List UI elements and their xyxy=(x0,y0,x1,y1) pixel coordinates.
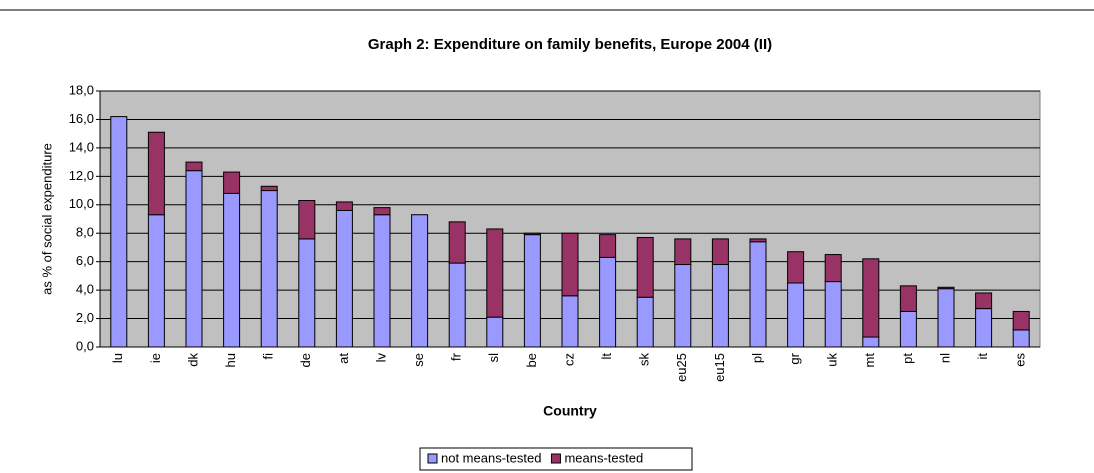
legend-swatch xyxy=(427,453,438,464)
bar-segment xyxy=(899,285,917,312)
x-tick-label: uk xyxy=(825,353,840,367)
bar-segment xyxy=(260,185,278,192)
bar-segment xyxy=(561,295,579,348)
x-tick-label: ie xyxy=(148,353,163,363)
bar-segment xyxy=(185,170,203,348)
x-tick-label: hu xyxy=(223,353,238,367)
bar-segment xyxy=(411,214,429,348)
x-tick-label: fi xyxy=(261,353,276,360)
chart-title: Graph 2: Expenditure on family benefits,… xyxy=(368,36,772,53)
bar-segment xyxy=(674,238,692,266)
bar-segment xyxy=(223,192,241,348)
bar-segment xyxy=(185,161,203,172)
y-axis-label: as % of social expenditure xyxy=(39,143,54,295)
y-tick-label: 18,0 xyxy=(69,82,94,97)
x-tick-label: es xyxy=(1013,353,1028,367)
y-tick-label: 14,0 xyxy=(69,139,94,154)
bar-segment xyxy=(335,201,353,211)
legend-label: not means-tested xyxy=(441,450,541,465)
bar-segment xyxy=(862,258,880,338)
x-tick-label: it xyxy=(975,353,990,360)
bar-segment xyxy=(937,288,955,348)
x-tick-label: fr xyxy=(449,352,464,361)
bar-segment xyxy=(749,241,767,348)
x-tick-label: eu25 xyxy=(674,353,689,382)
y-tick-label: 2,0 xyxy=(76,310,94,325)
y-tick-label: 6,0 xyxy=(76,253,94,268)
x-tick-label: eu15 xyxy=(712,353,727,382)
x-tick-label: pt xyxy=(900,353,915,364)
bar-segment xyxy=(824,281,842,348)
bar-segment xyxy=(486,228,504,318)
bar-segment xyxy=(110,116,128,348)
bar-segment xyxy=(636,296,654,348)
bar-segment xyxy=(862,336,880,348)
legend-label: means-tested xyxy=(564,450,643,465)
bar-segment xyxy=(975,292,993,310)
bar-segment xyxy=(448,221,466,264)
bar-segment xyxy=(711,264,729,348)
x-tick-label: pl xyxy=(749,353,764,363)
x-tick-label: sl xyxy=(486,353,501,363)
x-tick-label: sk xyxy=(637,353,652,367)
x-tick-label: se xyxy=(411,353,426,367)
x-axis-label: Country xyxy=(543,403,597,419)
bar-segment xyxy=(674,264,692,348)
bar-segment xyxy=(1012,310,1030,331)
bar-segment xyxy=(147,214,165,348)
bar-segment xyxy=(298,238,316,348)
y-tick-label: 4,0 xyxy=(76,282,94,297)
bar-segment xyxy=(147,131,165,216)
y-tick-label: 16,0 xyxy=(69,111,94,126)
bar-segment xyxy=(298,200,316,240)
bar-segment xyxy=(975,308,993,348)
bar-segment xyxy=(486,316,504,348)
bar-segment xyxy=(937,286,955,290)
x-tick-label: gr xyxy=(787,352,802,364)
x-tick-label: cz xyxy=(561,353,576,366)
bar-segment xyxy=(335,209,353,348)
bar-segment xyxy=(223,171,241,194)
x-tick-label: lu xyxy=(110,353,125,363)
x-tick-label: de xyxy=(298,353,313,367)
bar-segment xyxy=(523,234,541,348)
bar-segment xyxy=(787,251,805,284)
x-tick-label: at xyxy=(336,353,351,364)
x-tick-label: nl xyxy=(937,353,952,363)
legend-swatch xyxy=(550,453,561,464)
bar-segment xyxy=(787,282,805,348)
x-tick-label: mt xyxy=(862,353,877,368)
x-tick-label: lv xyxy=(373,353,388,363)
y-tick-label: 12,0 xyxy=(69,168,94,183)
bar-segment xyxy=(749,238,767,243)
x-tick-label: lt xyxy=(599,353,614,360)
x-tick-label: dk xyxy=(185,353,200,367)
bar-segment xyxy=(561,232,579,297)
bar-segment xyxy=(448,262,466,348)
y-tick-label: 10,0 xyxy=(69,196,94,211)
bar-segment xyxy=(599,256,617,348)
bar-segment xyxy=(599,234,617,258)
bar-segment xyxy=(711,238,729,266)
bar-segment xyxy=(523,232,541,236)
bar-segment xyxy=(1012,329,1030,348)
bar-segment xyxy=(636,236,654,298)
bar-segment xyxy=(373,207,391,216)
bar-segment xyxy=(260,190,278,348)
x-tick-label: be xyxy=(524,353,539,367)
y-tick-label: 0,0 xyxy=(76,338,94,353)
bar-segment xyxy=(373,214,391,348)
bar-segment xyxy=(824,254,842,283)
bar-segment xyxy=(899,310,917,348)
y-tick-label: 8,0 xyxy=(76,225,94,240)
